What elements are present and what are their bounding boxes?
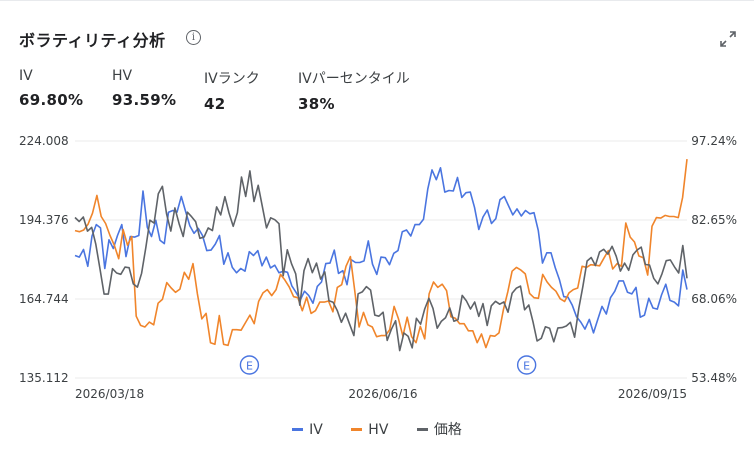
stat-hv-label: HV: [112, 68, 133, 84]
series-line-hv: [74, 159, 688, 349]
top-divider: [0, 0, 754, 1]
stat-iv-percentile: IVパーセンタイル 38%: [298, 68, 410, 113]
legend-item-price[interactable]: 価格: [416, 419, 462, 439]
stat-iv-percentile-value: 38%: [298, 95, 335, 113]
y-right-tick-label: 97.24%: [691, 134, 737, 148]
panel-title: ボラティリティ分析: [19, 31, 166, 50]
event-marker-label: E: [246, 360, 253, 373]
stat-iv-percentile-label: IVパーセンタイル: [298, 71, 410, 87]
x-tick-label: 2026/03/18: [75, 387, 144, 401]
y-right-tick-label: 68.06%: [691, 292, 737, 306]
stat-iv-label: IV: [19, 68, 33, 84]
stat-iv-rank: IVランク 42: [204, 68, 260, 113]
legend-item-iv[interactable]: IV: [292, 422, 323, 438]
y-left-tick-label: 135.112: [19, 371, 69, 385]
chart-legend: IV HV 価格: [0, 419, 754, 439]
stat-iv-rank-label: IVランク: [204, 71, 260, 87]
legend-item-hv[interactable]: HV: [351, 422, 388, 438]
legend-label-hv: HV: [368, 422, 389, 438]
x-tick-label: 2026/09/15: [618, 387, 687, 401]
legend-label-iv: IV: [309, 422, 323, 438]
legend-swatch-hv: [351, 427, 363, 431]
event-marker: [239, 355, 260, 375]
series-line-iv: [74, 167, 688, 334]
event-marker-label: E: [523, 360, 530, 373]
y-left-tick-label: 224.008: [19, 134, 69, 148]
stat-iv: IV 69.80%: [19, 68, 83, 109]
y-left-tick-label: 164.744: [19, 292, 69, 306]
stat-iv-value: 69.80%: [19, 91, 84, 109]
x-tick-label: 2026/06/16: [348, 387, 417, 401]
series-line-price: [74, 170, 688, 352]
info-icon[interactable]: i: [186, 30, 201, 45]
legend-label-price: 価格: [433, 422, 462, 438]
y-left-tick-label: 194.376: [19, 213, 69, 227]
legend-swatch-price: [416, 427, 428, 431]
y-right-tick-label: 53.48%: [691, 371, 737, 385]
expand-icon[interactable]: [718, 29, 738, 49]
legend-swatch-iv: [292, 427, 304, 431]
event-marker: [516, 355, 537, 375]
y-right-tick-label: 82.65%: [691, 213, 737, 227]
stat-hv-value: 93.59%: [112, 91, 177, 109]
stat-hv: HV 93.59%: [112, 68, 176, 109]
stat-iv-rank-value: 42: [204, 95, 226, 113]
